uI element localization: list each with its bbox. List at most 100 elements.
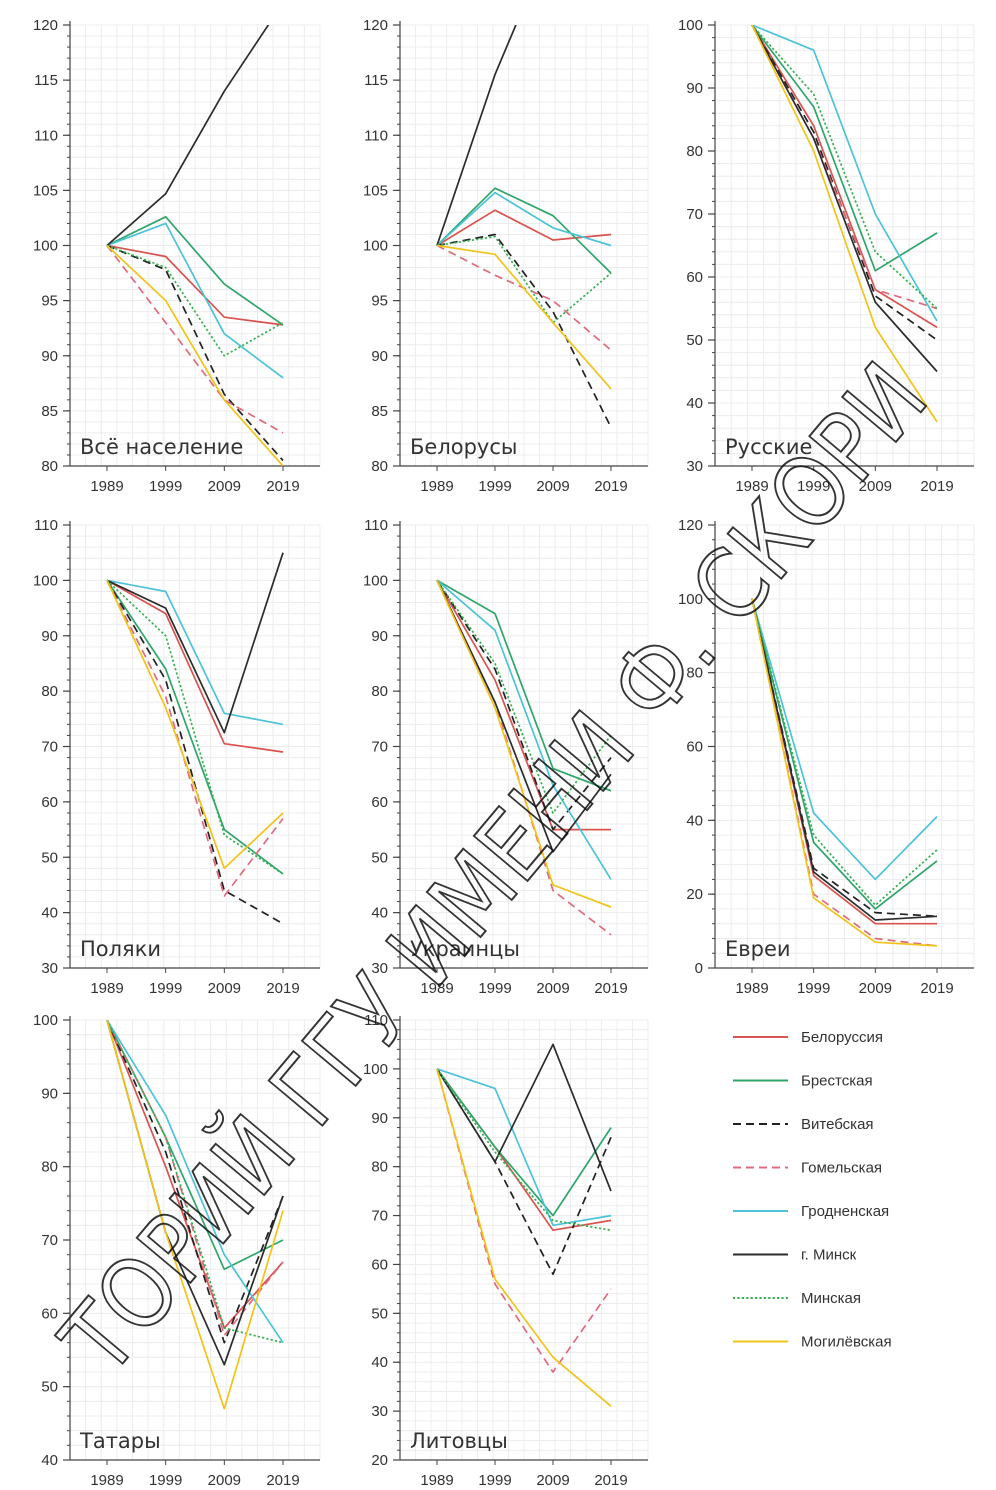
series-line-минская xyxy=(751,598,938,907)
chart-panels: 80 85 90 95 100 105 110 115 120 1989 1999 2009 2019 В… xyxy=(33,17,975,1489)
x-tick-label: 2019 xyxy=(266,980,299,997)
legend-label: Белоруссия xyxy=(801,1029,883,1046)
y-tick-label: 60 xyxy=(41,794,58,811)
y-tick-label: 85 xyxy=(371,403,388,420)
x-tick-label: 2009 xyxy=(208,1472,241,1489)
y-tick-label: 90 xyxy=(371,1110,388,1127)
series-line-могилёвская xyxy=(751,598,938,947)
series-line-витебская xyxy=(436,579,612,831)
y-tick-label: 70 xyxy=(686,206,703,223)
legend-item-брестская: Брестская xyxy=(733,1073,873,1090)
grid xyxy=(69,524,321,969)
chart-panel-русские: 30 40 50 60 70 80 90 100 1989 1999 2009 2019 Русские xyxy=(678,17,975,495)
series-line-г-минск xyxy=(106,25,270,247)
y-tick-label: 115 xyxy=(34,72,58,89)
series-line-брестская xyxy=(106,579,284,875)
chart-title: Всё население xyxy=(80,435,243,459)
series-line-брестская xyxy=(436,1068,612,1217)
x-tick-label: 1989 xyxy=(735,478,768,495)
y-tick-label: 110 xyxy=(364,517,388,534)
y-tick-label: 40 xyxy=(686,812,703,829)
y-tick-label: 40 xyxy=(41,1452,58,1469)
chart-title: Белорусы xyxy=(410,435,517,459)
y-tick-label: 100 xyxy=(33,1012,58,1029)
y-tick-label: 115 xyxy=(364,72,388,89)
chart-panel-поляки: 30 40 50 60 70 80 90 100 110 1989 1999 2009 2019 Поля… xyxy=(33,517,321,997)
x-tick-label: 2009 xyxy=(859,980,892,997)
chart-title: Евреи xyxy=(725,937,791,961)
series-group xyxy=(436,1043,612,1407)
series-line-брестская xyxy=(436,579,612,792)
x-tick-label: 1999 xyxy=(478,478,511,495)
series-line-гродненская xyxy=(436,579,612,880)
series-line-минская xyxy=(436,1068,612,1232)
y-tick-label: 60 xyxy=(686,739,703,756)
y-tick-label: 120 xyxy=(33,17,58,34)
series-line-гомельская xyxy=(106,580,284,897)
y-tick-label: 95 xyxy=(371,293,388,310)
y-tick-label: 30 xyxy=(371,960,388,977)
x-tick-label: 2009 xyxy=(536,478,569,495)
x-tick-label: 2019 xyxy=(266,478,299,495)
y-tick-label: 85 xyxy=(41,403,58,420)
y-tick-label: 90 xyxy=(41,1085,58,1102)
chart-panel-евреи: 0 20 40 60 80 100 120 1989 1999 2009 2019 Евреи xyxy=(678,517,975,997)
y-tick-label: 70 xyxy=(41,1232,58,1249)
chart-panel-татары: 40 50 60 70 80 90 100 1989 1999 2009 2019 Татары xyxy=(33,1012,321,1489)
legend-label: Витебская xyxy=(801,1116,874,1133)
y-tick-label: 40 xyxy=(686,395,703,412)
series-line-гродненская xyxy=(751,25,938,322)
x-tick-label: 1999 xyxy=(149,980,182,997)
y-tick-label: 20 xyxy=(371,1452,388,1469)
y-tick-label: 90 xyxy=(41,348,58,365)
series-line-г-минск xyxy=(436,25,517,246)
x-tick-label: 1999 xyxy=(149,1472,182,1489)
y-tick-label: 120 xyxy=(678,517,703,534)
y-tick-label: 50 xyxy=(41,849,58,866)
grid xyxy=(399,1019,649,1461)
series-line-г-минск xyxy=(751,25,938,373)
y-tick-label: 80 xyxy=(371,683,388,700)
x-tick-label: 2019 xyxy=(594,1472,627,1489)
series-line-могилёвская xyxy=(436,244,612,390)
series-line-гомельская xyxy=(751,25,938,310)
series-line-витебская xyxy=(106,1020,284,1344)
series-group xyxy=(106,552,284,925)
series-line-брестская xyxy=(751,598,938,910)
series-line-минская xyxy=(751,25,938,310)
y-tick-label: 90 xyxy=(41,628,58,645)
series-line-витебская xyxy=(751,598,938,918)
y-tick-label: 40 xyxy=(371,905,388,922)
y-tick-label: 100 xyxy=(678,591,703,608)
y-tick-label: 100 xyxy=(678,17,703,34)
chart-panel-литовцы: 20 30 40 50 60 70 80 90 100 110 1989 1999 2009 2019 Ли… xyxy=(363,1012,649,1489)
series-group xyxy=(751,598,938,947)
series-line-гродненская xyxy=(106,579,284,726)
x-tick-label: 1989 xyxy=(90,478,123,495)
series-line-могилёвская xyxy=(751,25,938,423)
y-tick-label: 60 xyxy=(686,269,703,286)
x-tick-label: 1999 xyxy=(797,980,830,997)
series-line-минская xyxy=(436,579,612,814)
legend-item-белоруссия: Белоруссия xyxy=(733,1029,883,1046)
y-tick-label: 100 xyxy=(33,238,58,255)
legend-label: Минская xyxy=(801,1290,861,1307)
x-tick-label: 1989 xyxy=(735,980,768,997)
x-tick-label: 2019 xyxy=(920,478,953,495)
chart-panel-всё-население: 80 85 90 95 100 105 110 115 120 1989 1999 2009 2019 В… xyxy=(33,17,321,495)
y-tick-label: 50 xyxy=(371,849,388,866)
y-tick-label: 30 xyxy=(371,1403,388,1420)
series-line-белоруссия xyxy=(436,579,611,831)
x-tick-label: 2009 xyxy=(536,980,569,997)
x-tick-label: 1999 xyxy=(149,478,182,495)
series-line-гродненская xyxy=(106,1020,284,1344)
y-tick-label: 110 xyxy=(34,517,58,534)
y-tick-label: 120 xyxy=(363,17,388,34)
chart-panel-украинцы: 30 40 50 60 70 80 90 100 110 1989 1999 2009 2019 Укра… xyxy=(363,517,649,997)
chart-panel-белорусы: 80 85 90 95 100 105 110 115 120 1989 1999 2009 2019 Б… xyxy=(363,17,649,495)
y-tick-label: 95 xyxy=(41,293,58,310)
x-tick-label: 1989 xyxy=(420,980,453,997)
x-tick-label: 2009 xyxy=(859,478,892,495)
y-tick-label: 90 xyxy=(371,348,388,365)
y-tick-label: 80 xyxy=(41,458,58,475)
